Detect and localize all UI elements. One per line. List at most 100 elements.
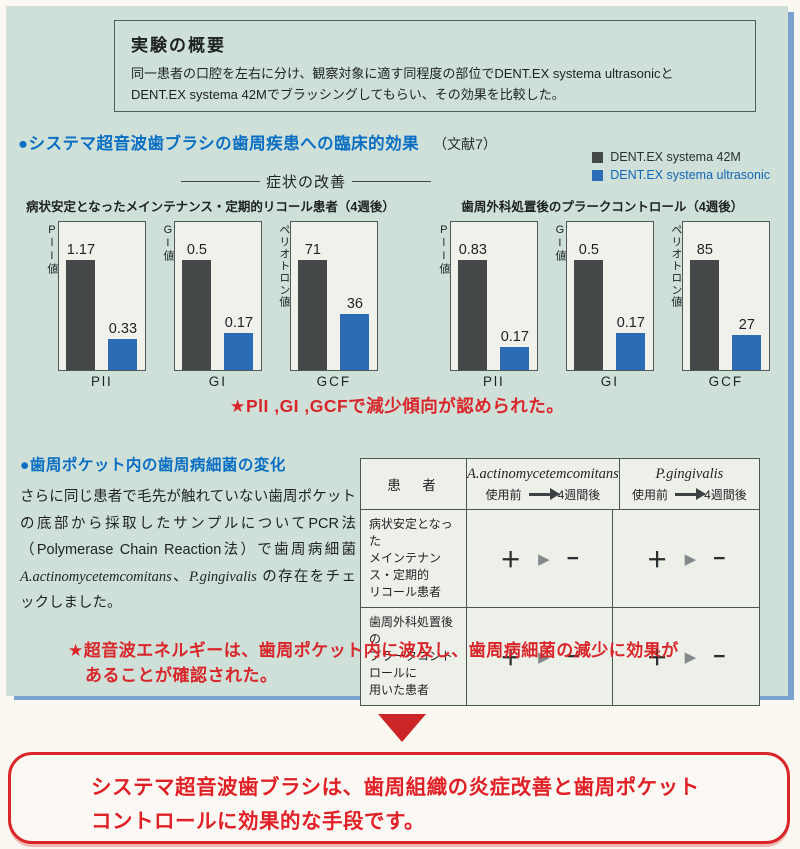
subtitle-dash-right <box>352 181 432 182</box>
minus-symbol: − <box>713 644 726 668</box>
bar-wrap: 36 <box>340 296 370 370</box>
bar-value-label: 0.17 <box>616 315 645 331</box>
row-label-line: メインテナンス・定期的 <box>369 551 442 582</box>
bars: 0.83 0.17 <box>451 242 537 370</box>
bar-value-label: 0.17 <box>500 329 529 345</box>
subtitle-dash-left <box>181 181 260 182</box>
arrow-symbol-icon: ▶ <box>684 648 697 666</box>
bars: 0.5 0.17 <box>175 242 261 370</box>
section1-heading-row: ●システマ超音波歯ブラシの歯周疾患への臨床的効果 （文献7） <box>18 130 497 154</box>
plus-symbol: ＋ <box>646 548 668 572</box>
chart-groups: 病状安定となったメインテナンス・定期的リコール患者（4週後） PlI値 1.17 0.… <box>26 196 770 389</box>
overview-title: 実験の概要 <box>131 36 226 55</box>
chart-top: GI値 0.5 0.17 <box>159 221 262 371</box>
down-arrow-icon <box>378 714 426 742</box>
bar-ultrasonic <box>616 333 646 370</box>
finding-text-1: ★PlI ,GI ,GCFで減少傾向が認められた。 <box>229 396 565 416</box>
right-arrow-icon <box>528 488 560 500</box>
paragraph-part2: 、 <box>171 568 190 585</box>
table-header-pg-name: P.gingivalis <box>655 465 724 482</box>
after-label: 4週間後 <box>557 487 601 502</box>
row-label: 歯周外科処置後の プラークコントロールに 用いた患者 <box>361 608 467 705</box>
result-cell: ＋ ▶ − <box>613 608 759 705</box>
chart-row: PlI値 1.17 0.33 PlI GI値 0.5 0.17 GI ペリオトロン値 71 36 GC… <box>26 221 395 389</box>
chart-pli: PlI値 0.83 0.17 PlI <box>435 221 538 389</box>
bar-42m <box>298 260 328 370</box>
bar-value-label: 36 <box>346 296 363 312</box>
table-header-patient: 患 者 <box>361 459 467 509</box>
chart-plot-area: 0.5 0.17 <box>173 221 262 371</box>
teal-panel: 実験の概要 同一患者の口腔を左右に分け、観察対象に適す同程度の部位でDENT.E… <box>6 6 788 706</box>
arrow-symbol-icon: ▶ <box>684 550 697 568</box>
bars: 71 36 <box>291 242 377 370</box>
result-cell: ＋ ▶ − <box>467 510 613 607</box>
row-label-line: リコール患者 <box>369 585 442 599</box>
plus-symbol: ＋ <box>500 548 522 572</box>
legend-item-42m: DENT.EX systema 42M <box>592 150 770 164</box>
bar-ultrasonic <box>108 339 138 370</box>
minus-symbol: − <box>713 546 726 570</box>
bar-value-label: 27 <box>738 317 755 333</box>
chart-gi: GI値 0.5 0.17 GI <box>551 221 654 389</box>
chart-group-2: 歯周外科処置後のプラークコントロール（4週後） PlI値 0.83 0.17 PlI GI… <box>435 196 770 389</box>
overview-body-line1: 同一患者の口腔を左右に分け、観察対象に適す同程度の部位でDENT.EX syst… <box>131 66 674 81</box>
minus-symbol: − <box>566 546 579 570</box>
bar-42m <box>690 260 720 370</box>
row-label-line: 病状安定となった <box>369 517 453 548</box>
bar-ultrasonic <box>340 314 370 370</box>
bar-value-label: 1.17 <box>66 242 96 258</box>
bar-wrap: 71 <box>298 242 328 370</box>
legend-swatch-ultrasonic-icon <box>592 169 604 181</box>
section1-heading: ●システマ超音波歯ブラシの歯周疾患への臨床的効果 <box>18 135 420 153</box>
row-label-line: 歯周外科処置後の <box>369 615 454 646</box>
chart-plot-area: 0.83 0.17 <box>449 221 538 371</box>
finding-text-2: ★超音波エネルギーは、歯周ポケット内に波及し、歯周病細菌の減少に効果が あること… <box>68 638 679 688</box>
bar-wrap: 0.5 <box>574 242 604 370</box>
legend-swatch-42m-icon <box>592 151 604 163</box>
bacteria-table-header: 患 者 A.actinomycetemcomitans 使用前 4週間後 P.g… <box>361 459 759 510</box>
table-header-aa: A.actinomycetemcomitans 使用前 4週間後 <box>467 459 620 509</box>
chart-plot-area: 71 36 <box>289 221 378 371</box>
row-label: 病状安定となった メインテナンス・定期的リコール患者 <box>361 510 467 607</box>
chart-axis-label: GI値 <box>161 224 174 262</box>
section2-heading: ●歯周ポケット内の歯周病細菌の変化 <box>20 457 286 474</box>
bar-value-label: 0.83 <box>458 242 487 258</box>
chart-row: PlI値 0.83 0.17 PlI GI値 0.5 0.17 GI ペリオトロン値 85 27 GC… <box>435 221 770 389</box>
chart-x-label: GCF <box>316 374 352 389</box>
chart-plot-area: 85 27 <box>681 221 770 371</box>
chart-group-1: 病状安定となったメインテナンス・定期的リコール患者（4週後） PlI値 1.17 0.… <box>26 196 395 389</box>
result-cell: ＋ ▶ − <box>467 608 613 705</box>
section2: ●歯周ポケット内の歯周病細菌の変化 さらに同じ患者で毛先が触れていない歯周ポケッ… <box>20 453 356 617</box>
bar-value-label: 0.5 <box>186 242 207 258</box>
arrow-symbol-icon: ▶ <box>538 648 550 666</box>
bar-ultrasonic <box>500 347 530 370</box>
minus-symbol: − <box>566 644 579 668</box>
bars: 85 27 <box>683 242 769 370</box>
section2-paragraph: さらに同じ患者で毛先が触れていない歯周ポケットの底部から採取したサンプルについて… <box>20 484 356 617</box>
bar-wrap: 27 <box>732 317 762 370</box>
paragraph-part3: の存在をチェックしました。 <box>20 568 357 612</box>
conclusion-line1: システマ超音波歯ブラシは、歯周組織の炎症改善と歯周ポケット <box>91 776 700 799</box>
bar-value-label: 0.17 <box>224 315 254 331</box>
chart-x-label: GI <box>600 374 619 389</box>
chart-axis-label: PlI値 <box>45 224 58 275</box>
chart-pli: PlI値 1.17 0.33 PlI <box>43 221 146 389</box>
table-header-aa-name: A.actinomycetemcomitans <box>467 465 619 482</box>
plus-symbol: ＋ <box>646 646 668 670</box>
chart-group-title: 歯周外科処置後のプラークコントロール（4週後） <box>461 200 744 214</box>
chart-axis-label: ペリオトロン値 <box>277 224 290 308</box>
reference-label: （文献7） <box>433 136 497 152</box>
chart-gcf: ペリオトロン値 71 36 GCF <box>275 221 378 389</box>
bars: 1.17 0.33 <box>59 242 145 370</box>
chart-x-label: GCF <box>708 374 744 389</box>
chart-x-label: PlI <box>482 374 505 389</box>
bar-value-label: 0.5 <box>578 242 599 258</box>
bar-wrap: 0.17 <box>224 315 254 370</box>
arrow-symbol-icon: ▶ <box>538 550 550 568</box>
chart-gi: GI値 0.5 0.17 GI <box>159 221 262 389</box>
chart-plot-area: 1.17 0.33 <box>57 221 146 371</box>
bacteria-table: 患 者 A.actinomycetemcomitans 使用前 4週間後 P.g… <box>360 458 760 706</box>
right-arrow-icon <box>675 488 707 500</box>
chart-axis-label: GI値 <box>553 224 566 262</box>
